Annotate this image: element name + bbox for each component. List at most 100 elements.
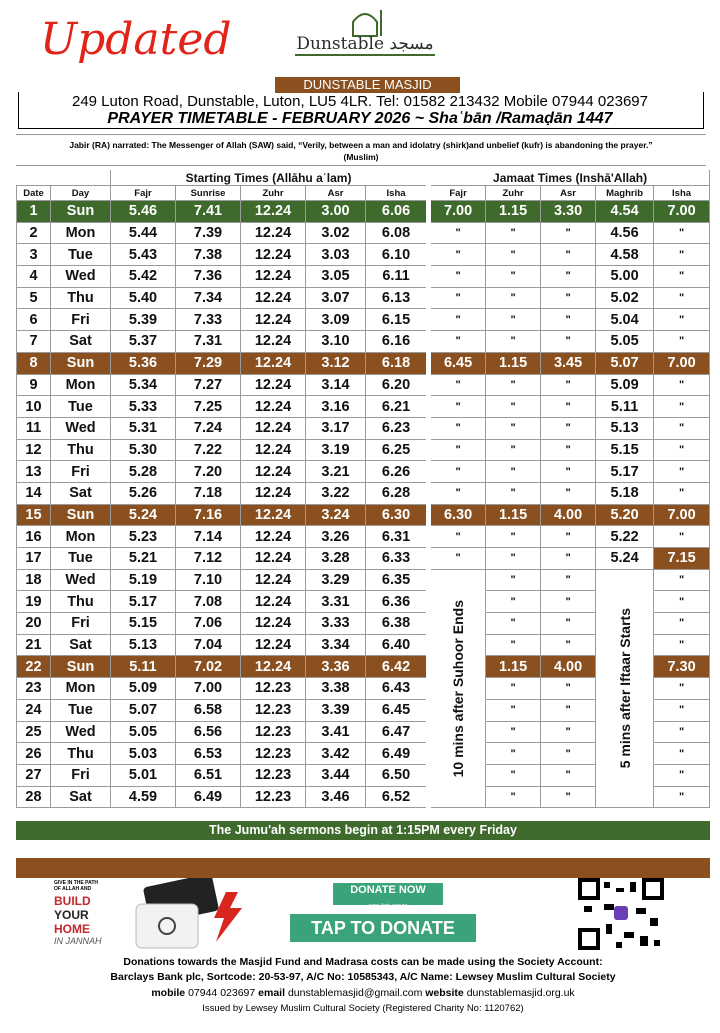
donate-now-label[interactable]: DONATE NOW <box>350 884 426 896</box>
time-cell: " <box>653 720 711 744</box>
time-cell: " <box>540 221 597 245</box>
time-cell: 5.11 <box>110 655 176 679</box>
row: 3 Tue 5.43 7.38 12.24 3.03 6.10 " " " 4.58 " <box>16 243 711 267</box>
time-cell: 6.13 <box>364 286 430 310</box>
time-cell: 5.07 <box>595 351 655 375</box>
time-cell: 6.53 <box>175 742 241 765</box>
column-header-row: Date Day Fajr Sunrise Zuhr Asr Isha Fajr Zuhr Asr… <box>16 185 711 201</box>
contact-value: dunstablemasjid@gmail.com <box>287 987 423 999</box>
time-cell: 5.09 <box>110 677 176 700</box>
time-cell: " <box>540 395 597 418</box>
column-header: Asr <box>305 185 366 201</box>
date-cell: 24 <box>16 698 51 722</box>
date-cell: 26 <box>16 742 51 765</box>
time-cell: " <box>540 763 597 787</box>
day-cell: Fri <box>50 308 111 332</box>
time-cell: 1.15 <box>485 351 542 375</box>
time-cell: 5.43 <box>110 243 176 267</box>
time-cell: 6.28 <box>364 481 430 505</box>
date-cell: 19 <box>16 590 51 614</box>
time-cell: " <box>485 720 542 744</box>
donate-now[interactable]: DONATE NOW easy. fast. secure <box>333 883 443 909</box>
hadith: Jabir (RA) narrated: The Messenger of Al… <box>16 134 706 166</box>
date-cell: 11 <box>16 416 51 440</box>
ad-jannah: IN JANNAH <box>54 936 102 946</box>
time-cell: 6.33 <box>364 547 430 570</box>
time-cell: " <box>653 785 711 809</box>
ad-small: GIVE IN THE PATH OF ALLAH AND <box>54 880 98 892</box>
time-cell: 3.09 <box>305 308 366 332</box>
date-cell: 13 <box>16 460 51 483</box>
time-cell: " <box>485 568 542 592</box>
time-cell: " <box>653 677 711 700</box>
row: 16 Mon 5.23 7.14 12.24 3.26 6.31 " " " 5.22 " <box>16 525 711 548</box>
date-cell: 23 <box>16 677 51 700</box>
date-cell: 10 <box>16 395 51 418</box>
time-cell: " <box>426 286 487 310</box>
time-cell: 12.24 <box>240 481 306 505</box>
contact-value: dunstablemasjid.org.uk <box>466 987 575 999</box>
time-cell: 7.14 <box>175 525 241 548</box>
merged-note: 5 mins after Iftaar Starts <box>616 608 633 769</box>
time-cell: 5.07 <box>110 698 176 722</box>
time-cell: 6.15 <box>364 308 430 332</box>
date-cell: 25 <box>16 720 51 744</box>
time-cell: " <box>653 590 711 614</box>
tap-to-donate[interactable]: TAP TO DONATE <box>290 914 476 942</box>
time-cell: " <box>653 460 711 483</box>
time-cell: " <box>653 481 711 505</box>
time-cell: " <box>653 221 711 245</box>
time-cell: 5.01 <box>110 763 176 787</box>
day-cell: Fri <box>50 763 111 787</box>
time-cell: 6.58 <box>175 698 241 722</box>
day-cell: Sat <box>50 481 111 505</box>
day-cell: Fri <box>50 612 111 635</box>
column-header: Date <box>16 185 51 201</box>
date-cell: 16 <box>16 525 51 548</box>
time-cell: 3.22 <box>305 481 366 505</box>
time-cell: 5.04 <box>595 308 655 332</box>
time-cell: 3.02 <box>305 221 366 245</box>
time-cell: 6.42 <box>364 655 430 679</box>
time-cell: " <box>426 525 487 548</box>
time-cell: 6.20 <box>364 373 430 397</box>
time-cell: " <box>426 308 487 332</box>
day-cell: Wed <box>50 265 111 288</box>
time-cell: " <box>485 373 542 397</box>
day-cell: Tue <box>50 698 111 722</box>
row: 13 Fri 5.28 7.20 12.24 3.21 6.26 " " " 5.17 " <box>16 460 711 483</box>
day-cell: Sat <box>50 330 111 353</box>
time-cell: 12.23 <box>240 785 306 809</box>
row: 27 Fri 5.01 6.51 12.23 3.44 6.50 " " " <box>16 763 711 787</box>
date-cell: 15 <box>16 503 51 527</box>
time-cell: 5.28 <box>110 460 176 483</box>
updated-label: Updated <box>40 14 232 65</box>
time-cell: 6.26 <box>364 460 430 483</box>
row: 7 Sat 5.37 7.31 12.24 3.10 6.16 " " " 5.05 " <box>16 330 711 353</box>
time-cell: 12.24 <box>240 395 306 418</box>
issued-by: Issued by Lewsey Muslim Cultural Society… <box>202 1003 524 1014</box>
time-cell: 7.20 <box>175 460 241 483</box>
row: 4 Wed 5.42 7.36 12.24 3.05 6.11 " " " 5.00 " <box>16 265 711 288</box>
time-cell: " <box>485 481 542 505</box>
time-cell: 6.25 <box>364 438 430 462</box>
time-cell: " <box>426 265 487 288</box>
time-cell: " <box>540 308 597 332</box>
time-cell: " <box>485 438 542 462</box>
time-cell: 3.17 <box>305 416 366 440</box>
time-cell: " <box>653 286 711 310</box>
time-cell: 6.11 <box>364 265 430 288</box>
time-cell: " <box>485 525 542 548</box>
time-cell: " <box>485 460 542 483</box>
time-cell: " <box>485 742 542 765</box>
date-cell: 4 <box>16 265 51 288</box>
time-cell: 12.24 <box>240 655 306 679</box>
time-cell: 6.30 <box>426 503 487 527</box>
time-cell: 7.22 <box>175 438 241 462</box>
time-cell: " <box>653 373 711 397</box>
time-cell: " <box>485 395 542 418</box>
date-cell: 2 <box>16 221 51 245</box>
day-cell: Mon <box>50 373 111 397</box>
time-cell: 5.03 <box>110 742 176 765</box>
time-cell: " <box>485 243 542 267</box>
